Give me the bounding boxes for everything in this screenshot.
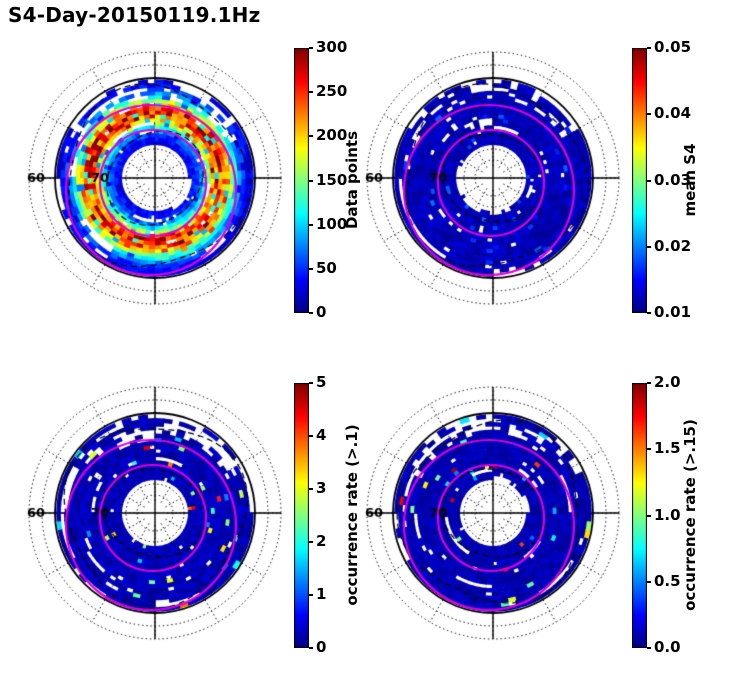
colorbar-tick-label: 0 xyxy=(316,638,327,656)
colorbar-tick xyxy=(647,514,651,517)
colorbar-tick xyxy=(647,448,651,451)
colorbar-tick-label: 250 xyxy=(316,82,348,101)
colorbar-tick xyxy=(309,647,313,649)
colorbar-tick-label: 2.0 xyxy=(654,373,681,391)
colorbar-tick xyxy=(647,580,651,583)
colorbar-tick-label: 5 xyxy=(316,373,327,391)
colorbar-tick-label: 0.05 xyxy=(654,38,692,56)
colorbar-tick xyxy=(647,647,651,649)
colorbar-tick xyxy=(309,312,313,314)
colorbar-tick-label: 4 xyxy=(316,426,327,444)
colorbar-tick xyxy=(309,135,313,138)
panel-mean-s4: mean S4 0.01 0.02 0.03 0.04 0.05 xyxy=(338,28,706,360)
colorbar-tick-label: 1.0 xyxy=(654,505,681,524)
colorbar-mean-s4 xyxy=(632,48,647,313)
colorbar-tick xyxy=(309,179,313,182)
colorbar-tick-label: 0.01 xyxy=(654,303,692,321)
polar-heatmap-occurrence-rate-gt-0p1 xyxy=(25,368,285,658)
colorbar-tick-label: 0.0 xyxy=(654,638,681,656)
colorbar-tick-label: 50 xyxy=(316,258,337,277)
colorbar-tick xyxy=(309,267,313,270)
colorbar-tick xyxy=(309,223,313,226)
colorbar-tick xyxy=(647,47,651,49)
polar-heatmap-data-points xyxy=(25,33,285,323)
colorbar-tick xyxy=(309,435,313,437)
panel-occurrence-rate-gt-0p15: occurrence rate (>.15) 0.0 0.5 1.0 1.5 2.0 xyxy=(338,363,706,695)
colorbar-tick xyxy=(647,113,651,116)
polar-heatmap-occurrence-rate-gt-0p15 xyxy=(363,368,623,658)
colorbar-tick-label: 2 xyxy=(316,532,327,550)
colorbar-tick-label: 100 xyxy=(316,214,348,233)
colorbar-tick-label: 0.02 xyxy=(654,236,692,255)
colorbar-tick-label: 3 xyxy=(316,479,327,497)
figure: S4-Day-20150119.1Hz Data points 0 50 100 15… xyxy=(0,3,706,658)
colorbar-tick xyxy=(309,488,313,490)
colorbar-tick xyxy=(647,245,651,248)
colorbar-tick xyxy=(309,594,313,596)
colorbar-tick xyxy=(647,179,651,182)
colorbar-tick xyxy=(309,382,313,384)
colorbar-axis-label: occurrence rate (>.15) xyxy=(681,419,699,611)
colorbar-tick xyxy=(647,312,651,314)
polar-heatmap-mean-s4 xyxy=(363,33,623,323)
colorbar-tick xyxy=(647,382,651,384)
colorbar-tick xyxy=(309,541,313,543)
figure-title: S4-Day-20150119.1Hz xyxy=(8,3,261,27)
colorbar-tick-label: 300 xyxy=(316,38,348,56)
colorbar-tick-label: 150 xyxy=(316,170,348,189)
colorbar-tick-label: 0 xyxy=(316,303,327,321)
panel-data-points: Data points 0 50 100 150 200 250 300 xyxy=(0,28,368,360)
colorbar-tick-label: 0.5 xyxy=(654,571,681,590)
colorbar-occurrence-rate-gt-0p1 xyxy=(294,383,309,648)
colorbar-tick-label: 0.03 xyxy=(654,170,692,189)
colorbar-tick-label: 1 xyxy=(316,585,327,603)
colorbar-occurrence-rate-gt-0p15 xyxy=(632,383,647,648)
colorbar-tick-label: 0.04 xyxy=(654,104,692,123)
colorbar-tick xyxy=(309,47,313,49)
colorbar-data-points xyxy=(294,48,309,313)
colorbar-tick xyxy=(309,91,313,94)
colorbar-tick-label: 200 xyxy=(316,126,348,145)
colorbar-tick-label: 1.5 xyxy=(654,439,681,458)
